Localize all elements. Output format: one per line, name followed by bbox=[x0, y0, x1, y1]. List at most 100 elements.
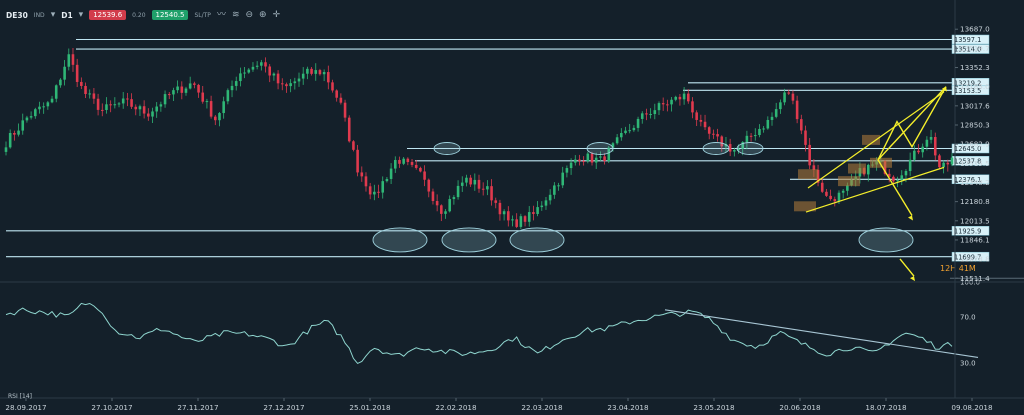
rsi-trend-line bbox=[664, 309, 979, 358]
candle-body bbox=[293, 81, 297, 84]
candle-body bbox=[699, 119, 703, 122]
candle-body bbox=[121, 98, 125, 104]
price-level-label: 12645.0 bbox=[954, 145, 981, 153]
sltp-button[interactable]: SL/TP bbox=[194, 11, 211, 19]
candle-body bbox=[707, 127, 711, 134]
support-zone-ellipse bbox=[858, 227, 914, 253]
candle-body bbox=[440, 205, 443, 214]
candle-body bbox=[779, 102, 782, 110]
candle-body bbox=[272, 73, 276, 76]
zoom-out-icon[interactable]: ⊖ bbox=[245, 9, 254, 20]
y-tick-label: 12013.5 bbox=[960, 216, 990, 225]
candle-body bbox=[611, 143, 615, 148]
candle-body bbox=[486, 186, 489, 190]
price-level-label: 13153.5 bbox=[954, 87, 981, 95]
x-tick-label: 27.10.2017 bbox=[91, 403, 132, 412]
y-tick-label: 13519.7 bbox=[960, 44, 990, 53]
candle-body bbox=[42, 106, 45, 108]
sell-price-button[interactable]: 12539.6 bbox=[89, 10, 127, 20]
candle-body bbox=[138, 106, 142, 110]
candle-body bbox=[214, 116, 217, 121]
candle-body bbox=[904, 171, 908, 176]
candle-body bbox=[251, 66, 255, 70]
candle-body bbox=[536, 207, 539, 214]
x-tick-label: 27.12.2017 bbox=[263, 403, 304, 412]
candle-body bbox=[268, 66, 271, 76]
fibonacci-icon[interactable]: ≋ bbox=[231, 9, 240, 20]
candle-body bbox=[791, 93, 795, 101]
candle-body bbox=[741, 142, 744, 149]
candle-body bbox=[289, 83, 292, 87]
candle-body bbox=[360, 172, 364, 177]
x-tick-label: 27.11.2017 bbox=[177, 403, 218, 412]
candle-body bbox=[498, 202, 502, 215]
candle-body bbox=[84, 85, 87, 95]
symbol-name[interactable]: DE30 bbox=[6, 10, 28, 20]
candle-body bbox=[540, 205, 544, 208]
candle-body bbox=[180, 86, 184, 93]
y-tick-label: 12515.5 bbox=[960, 159, 990, 168]
y-tick-label: 12180.8 bbox=[960, 197, 990, 206]
candle-body bbox=[712, 133, 715, 135]
candle-body bbox=[402, 158, 405, 164]
candle-body bbox=[134, 106, 138, 110]
consolidation-box bbox=[798, 169, 818, 180]
candle-body bbox=[356, 149, 359, 173]
candle-body bbox=[603, 156, 606, 162]
x-tick-label: 09.08.2018 bbox=[951, 403, 993, 412]
x-tick-label: 23.05.2018 bbox=[693, 403, 735, 412]
line-tool-icon[interactable]: 〰 bbox=[216, 9, 226, 20]
candle-body bbox=[511, 219, 514, 221]
candle-body bbox=[347, 117, 351, 142]
candle-body bbox=[243, 72, 246, 74]
candle-body bbox=[829, 195, 832, 200]
candle-body bbox=[130, 99, 133, 107]
candle-body bbox=[264, 62, 267, 67]
zoom-in-icon[interactable]: ⊕ bbox=[259, 9, 267, 20]
candle-body bbox=[109, 104, 112, 106]
candle-body bbox=[661, 103, 665, 105]
candle-body bbox=[925, 139, 929, 147]
candle-body bbox=[318, 70, 322, 75]
bar-countdown: 12H 41M bbox=[940, 264, 976, 273]
candle-body bbox=[280, 83, 284, 85]
candle-body bbox=[201, 92, 205, 102]
candle-body bbox=[197, 84, 200, 93]
candle-body bbox=[368, 186, 372, 195]
candle-body bbox=[887, 173, 891, 177]
candle-body bbox=[682, 93, 686, 100]
y-tick-label: 13017.6 bbox=[960, 101, 990, 110]
buy-price-button[interactable]: 12540.5 bbox=[151, 10, 189, 20]
candle-body bbox=[331, 82, 334, 91]
y-tick-label: 11678.8 bbox=[960, 255, 990, 264]
candle-body bbox=[167, 94, 171, 96]
candle-body bbox=[691, 101, 694, 113]
price-level-label: 13219.2 bbox=[954, 79, 981, 87]
candle-body bbox=[582, 161, 585, 163]
candle-body bbox=[599, 156, 602, 158]
x-tick-label: 23.04.2018 bbox=[607, 403, 649, 412]
projection-arrow-down bbox=[877, 159, 913, 216]
y-tick-label: 12850.3 bbox=[960, 120, 990, 129]
consolidation-box bbox=[870, 157, 892, 168]
candle-body bbox=[209, 101, 213, 117]
candle-body bbox=[151, 111, 154, 117]
candle-body bbox=[507, 211, 510, 221]
price-level-label: 13514.0 bbox=[954, 46, 981, 54]
candle-body bbox=[657, 103, 661, 111]
timeframe-label[interactable]: D1 bbox=[61, 10, 73, 20]
dropdown-icon[interactable]: ▾ bbox=[50, 9, 56, 20]
candle-body bbox=[205, 101, 209, 103]
candle-body bbox=[515, 219, 518, 227]
rsi-indicator-label[interactable]: RSI [14] bbox=[8, 393, 32, 400]
candle-body bbox=[590, 153, 594, 163]
dropdown-icon[interactable]: ▾ bbox=[78, 9, 84, 20]
consolidation-box bbox=[838, 176, 860, 187]
candle-body bbox=[306, 68, 309, 74]
candle-body bbox=[92, 93, 96, 99]
crosshair-icon[interactable]: ✛ bbox=[272, 9, 281, 20]
candle-body bbox=[532, 212, 535, 214]
